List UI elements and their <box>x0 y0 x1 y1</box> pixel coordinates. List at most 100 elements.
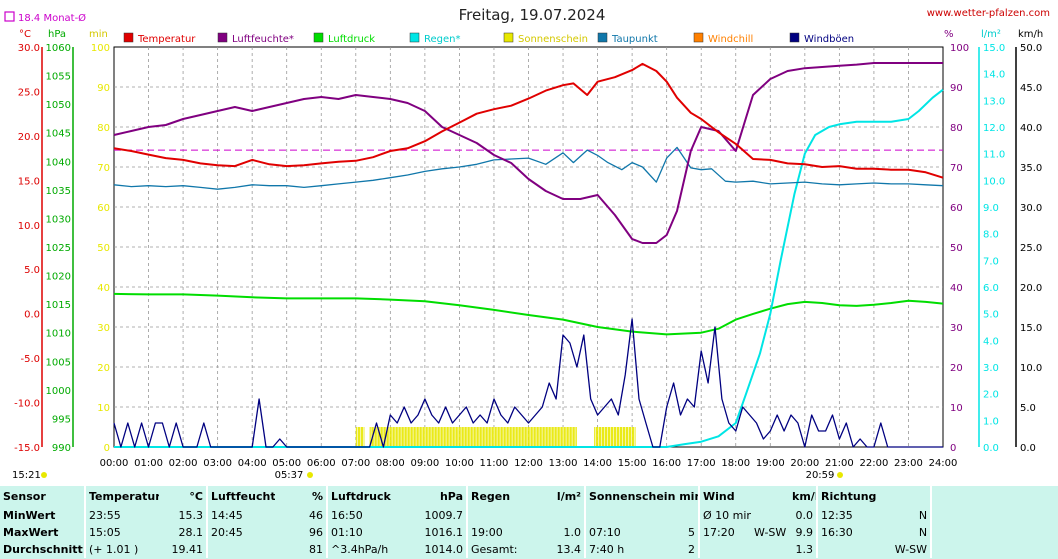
legend-swatch <box>693 32 704 43</box>
x-tick-label: 15:00 <box>618 458 647 469</box>
stats-row-label: Durchschnitt <box>3 543 83 556</box>
stats-header-row: Sensor Temperatur °C Luftfeuchte % Luftd… <box>0 486 1058 507</box>
x-tick-label: 11:00 <box>480 458 509 469</box>
hum-tick-label: 50 <box>950 243 963 254</box>
chart-legend: Temperatur Luftfeuchte* Luftdruck Regen* Son… <box>123 32 854 45</box>
x-tick-label: 22:00 <box>860 458 889 469</box>
stats-wind-value: 0.0 <box>795 509 814 522</box>
stats-sun-value: 2 <box>688 543 696 556</box>
x-tick-label: 12:00 <box>514 458 543 469</box>
sun-tick-label: 30 <box>97 323 110 334</box>
sunrise-time: 05:37 <box>275 470 304 481</box>
stats-rain-value <box>539 507 585 524</box>
wind-tick-label: 10.0 <box>1020 363 1042 374</box>
hum-tick-label: 90 <box>950 83 963 94</box>
rain-tick-label: 3.0 <box>983 363 999 374</box>
sun-tick-label: 100 <box>91 43 110 54</box>
stats-dir-value: N <box>918 526 928 539</box>
temp-tick-label: 10.0 <box>18 221 40 232</box>
stats-wind-value: 9.9 <box>795 526 814 539</box>
stats-hum-time: 20:45 <box>206 524 275 541</box>
legend-label: Luftfeuchte* <box>232 34 294 45</box>
stats-hum-value: 96 <box>309 526 323 539</box>
series-lines <box>113 62 944 448</box>
hum-tick-label: 20 <box>950 363 963 374</box>
hum-tick-label: 0 <box>950 443 956 454</box>
rain-unit-label: l/m² <box>981 29 1001 40</box>
stats-wind-direction <box>751 541 789 558</box>
series-line-taupunkt <box>113 146 944 190</box>
press-tick-label: 1005 <box>46 357 71 368</box>
x-tick-label: 07:00 <box>341 458 370 469</box>
stats-rain-time: Gesamt: <box>466 541 539 558</box>
rain-tick-label: 12.0 <box>983 123 1005 134</box>
x-tick-label: 14:00 <box>583 458 612 469</box>
sunrise-sun-icon <box>307 472 313 478</box>
wind-tick-label: 30.0 <box>1020 203 1042 214</box>
press-tick-label: 1050 <box>46 100 71 111</box>
rain-tick-label: 1.0 <box>983 416 999 427</box>
stats-temp-time: (+ 1.01 ) <box>84 541 159 558</box>
stats-press-time: ^3.4hPa/h <box>326 541 403 558</box>
sunset-time: 20:59 <box>806 470 835 481</box>
x-tick-label: 06:00 <box>307 458 336 469</box>
sun-tick-label: 40 <box>97 283 110 294</box>
legend-swatch <box>217 32 228 43</box>
temp-tick-label: 15.0 <box>18 176 40 187</box>
stats-temp-value: 28.1 <box>178 526 204 539</box>
x-tick-label: 16:00 <box>652 458 681 469</box>
stats-header-spacer <box>930 486 1058 507</box>
stats-wind-direction: W-SW <box>754 526 787 539</box>
press-tick-label: 1055 <box>46 72 71 83</box>
rain-tick-label: 4.0 <box>983 336 999 347</box>
temp-tick-label: 30.0 <box>18 43 40 54</box>
rain-tick-label: 13.0 <box>983 96 1005 107</box>
x-tick-label: 02:00 <box>169 458 198 469</box>
stats-header-temp: Temperatur <box>84 486 159 507</box>
press-tick-label: 1035 <box>46 186 71 197</box>
legend-swatch <box>313 32 324 43</box>
stats-header-sun: Sonnenschein min <box>583 486 700 507</box>
month-avg-label: 18.4 Monat-Ø <box>18 12 86 24</box>
stats-sun-value <box>657 507 699 524</box>
x-tick-label: 09:00 <box>410 458 439 469</box>
temp-tick-label: -10.0 <box>14 399 40 410</box>
wind-unit-label: km/h <box>1018 29 1043 40</box>
rain-tick-label: 0.0 <box>983 443 999 454</box>
x-tick-label: 10:00 <box>445 458 474 469</box>
rain-tick-label: 8.0 <box>983 230 999 241</box>
legend-swatch <box>597 32 608 43</box>
sun-tick-label: 20 <box>97 363 110 374</box>
temp-tick-label: 0.0 <box>24 310 40 321</box>
x-tick-label: 18:00 <box>721 458 750 469</box>
press-tick-label: 1015 <box>46 300 71 311</box>
rain-tick-label: 10.0 <box>983 176 1005 187</box>
x-tick-label: 08:00 <box>376 458 405 469</box>
rain-tick-label: 15.0 <box>983 43 1005 54</box>
hum-tick-label: 40 <box>950 283 963 294</box>
stats-row-avg: Durchschnitt (+ 1.01 ) 19.41 81 ^3.4hPa/… <box>0 541 1058 558</box>
x-tick-label: 19:00 <box>756 458 785 469</box>
wind-tick-label: 15.0 <box>1020 323 1042 334</box>
stats-rain-time: 19:00 <box>466 524 539 541</box>
stats-press-time: 01:10 <box>326 524 403 541</box>
rain-tick-label: 7.0 <box>983 256 999 267</box>
sunshine-bar <box>594 427 636 447</box>
site-link[interactable]: www.wetter-pfalzen.com <box>927 8 1050 19</box>
hum-tick-label: 30 <box>950 323 963 334</box>
hum-tick-label: 10 <box>950 403 963 414</box>
stats-temp-time: 15:05 <box>84 524 159 541</box>
sun-tick-label: 0 <box>104 443 110 454</box>
series-line-regen <box>114 88 944 448</box>
stats-wind-label <box>698 541 752 558</box>
wind-tick-label: 50.0 <box>1020 43 1042 54</box>
legend-label: Windchill <box>708 34 753 45</box>
temp-tick-label: 5.0 <box>24 265 40 276</box>
weather-chart: 00:00 01:00 02:00 03:00 04:00 05:00 06:00 07:00… <box>4 6 1050 481</box>
press-tick-label: 1000 <box>46 386 71 397</box>
legend-label: Sonnenschein <box>518 34 588 45</box>
legend-swatch <box>789 32 800 43</box>
stats-table: Sensor Temperatur °C Luftfeuchte % Luftd… <box>0 486 1058 558</box>
chart-title: Freitag, 19.07.2024 <box>459 6 606 24</box>
series-line-windböen <box>113 318 943 448</box>
